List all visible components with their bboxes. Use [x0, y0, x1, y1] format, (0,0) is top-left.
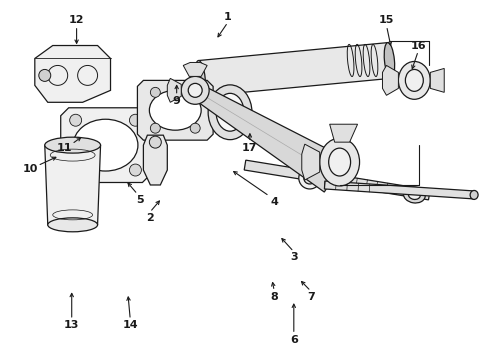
- Text: 8: 8: [270, 292, 278, 302]
- Circle shape: [150, 87, 160, 97]
- Ellipse shape: [149, 90, 201, 130]
- Polygon shape: [183, 62, 207, 76]
- Polygon shape: [191, 84, 345, 192]
- Ellipse shape: [384, 42, 394, 78]
- Text: 7: 7: [307, 292, 315, 302]
- Ellipse shape: [403, 187, 425, 203]
- Ellipse shape: [408, 190, 420, 199]
- Circle shape: [70, 114, 82, 126]
- Polygon shape: [244, 160, 430, 200]
- Circle shape: [304, 172, 316, 184]
- Text: 16: 16: [411, 41, 426, 50]
- Circle shape: [240, 108, 248, 116]
- Ellipse shape: [222, 102, 238, 122]
- Polygon shape: [324, 181, 474, 199]
- Text: 9: 9: [173, 96, 181, 106]
- Text: 17: 17: [242, 143, 258, 153]
- Text: 15: 15: [379, 15, 394, 26]
- Polygon shape: [302, 144, 319, 180]
- Circle shape: [39, 69, 51, 81]
- Polygon shape: [330, 124, 358, 142]
- Text: 10: 10: [23, 164, 38, 174]
- Polygon shape: [144, 135, 167, 185]
- Polygon shape: [383, 66, 398, 95]
- Polygon shape: [430, 68, 444, 92]
- Ellipse shape: [216, 93, 244, 131]
- Text: 11: 11: [57, 143, 72, 153]
- Circle shape: [70, 164, 82, 176]
- Polygon shape: [45, 145, 100, 225]
- Ellipse shape: [73, 119, 138, 171]
- Text: 13: 13: [64, 320, 79, 330]
- Polygon shape: [61, 108, 150, 183]
- Ellipse shape: [195, 60, 205, 96]
- Polygon shape: [167, 78, 181, 102]
- Ellipse shape: [319, 138, 360, 186]
- Circle shape: [190, 123, 200, 133]
- Polygon shape: [198, 42, 391, 96]
- Circle shape: [129, 114, 142, 126]
- Text: 4: 4: [270, 197, 278, 207]
- Ellipse shape: [405, 69, 423, 91]
- Circle shape: [299, 167, 321, 189]
- Polygon shape: [137, 80, 213, 140]
- Text: 2: 2: [146, 213, 154, 222]
- Circle shape: [181, 76, 209, 104]
- Ellipse shape: [329, 148, 350, 176]
- Circle shape: [190, 87, 200, 97]
- Circle shape: [150, 123, 160, 133]
- Circle shape: [188, 84, 202, 97]
- Circle shape: [129, 164, 142, 176]
- Ellipse shape: [470, 190, 478, 199]
- Ellipse shape: [398, 62, 430, 99]
- Polygon shape: [35, 45, 111, 102]
- Text: 6: 6: [290, 334, 298, 345]
- Ellipse shape: [45, 137, 100, 153]
- Text: 14: 14: [122, 320, 138, 330]
- Text: 1: 1: [224, 12, 232, 22]
- Ellipse shape: [208, 85, 252, 140]
- Circle shape: [149, 136, 161, 148]
- Text: 3: 3: [290, 252, 297, 262]
- Text: 5: 5: [136, 195, 144, 205]
- Text: 12: 12: [69, 15, 84, 26]
- Ellipse shape: [48, 218, 98, 232]
